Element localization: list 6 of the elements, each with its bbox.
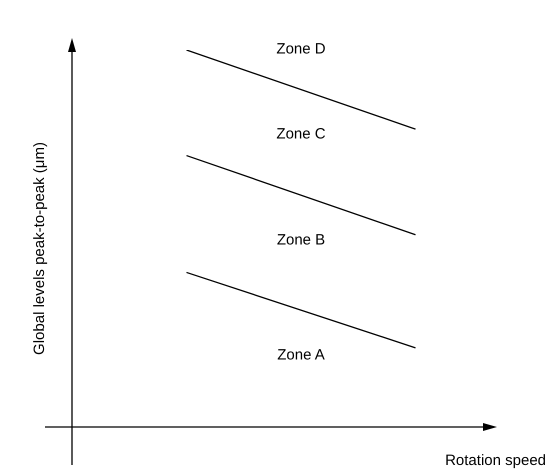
annotation: Zone B — [276, 231, 326, 248]
annotation: Zone A — [277, 346, 325, 364]
annotation: Zone D — [276, 40, 326, 58]
y-axis-title: Global levels peak-to-peak (μm) — [31, 142, 48, 355]
annotation: Zone C — [276, 126, 326, 143]
x-axis-title: Rotation speed — [445, 452, 546, 470]
